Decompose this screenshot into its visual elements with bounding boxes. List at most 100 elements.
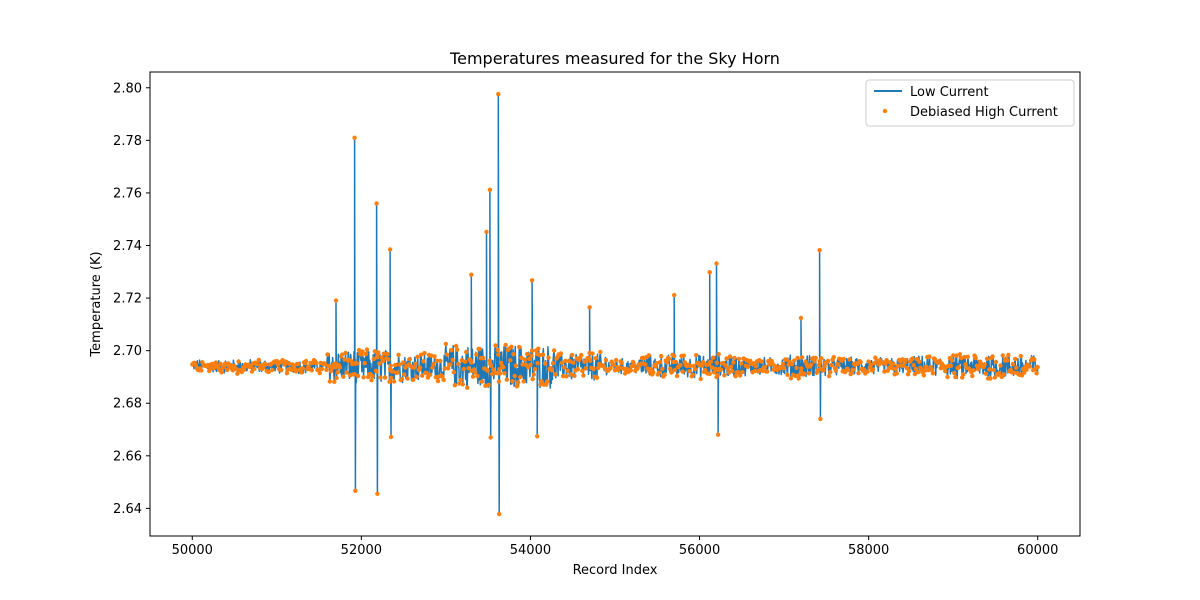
debiased-high-current-point: [736, 356, 742, 362]
debiased-high-current-point: [527, 356, 532, 362]
debiased-high-current-point: [529, 353, 534, 358]
x-tick-label: 50000: [172, 543, 213, 558]
debiased-high-current-point: [613, 357, 619, 363]
debiased-high-current-point: [575, 367, 580, 372]
debiased-high-current-point: [451, 370, 456, 375]
debiased-high-current-point: [393, 362, 398, 368]
debiased-high-current-point: [664, 360, 670, 365]
debiased-high-current-point: [391, 379, 397, 384]
debiased-high-current-point: [356, 348, 362, 353]
debiased-high-current-point: [795, 355, 800, 361]
debiased-high-current-point: [314, 360, 319, 366]
debiased-high-current-point: [709, 365, 715, 370]
debiased-high-current-point: [329, 366, 335, 371]
debiased-high-current-point: [497, 371, 503, 376]
debiased-high-current-point: [491, 367, 496, 372]
debiased-high-current-point: [828, 369, 833, 375]
debiased-high-current-point: [921, 373, 927, 378]
debiased-high-current-point: [907, 368, 912, 374]
debiased-high-current-point: [971, 368, 976, 373]
debiased-high-current-point: [590, 351, 595, 356]
debiased-high-current-point: [572, 373, 577, 379]
debiased-high-current-point: [539, 379, 544, 384]
debiased-high-current-point: [387, 379, 392, 384]
debiased-high-current-point: [563, 358, 568, 364]
debiased-high-current-point: [565, 368, 570, 373]
debiased-high-current-point: [372, 349, 378, 354]
debiased-high-current-point: [796, 376, 801, 381]
debiased-high-current-point: [817, 248, 822, 253]
debiased-high-current-point: [518, 374, 523, 380]
debiased-high-current-point: [668, 366, 673, 371]
debiased-high-current-point: [370, 373, 375, 379]
plot-frame: [149, 71, 1081, 537]
debiased-high-current-point: [961, 372, 966, 377]
debiased-high-current-point: [379, 355, 384, 360]
debiased-high-current-point: [718, 367, 724, 372]
debiased-high-current-point: [666, 356, 672, 361]
debiased-high-current-point: [399, 376, 405, 382]
debiased-high-current-point: [493, 343, 498, 348]
debiased-high-current-point: [901, 363, 906, 369]
debiased-high-current-point: [513, 363, 518, 368]
debiased-high-current-point: [438, 358, 443, 364]
debiased-high-current-point: [362, 361, 367, 366]
debiased-high-current-point: [580, 368, 585, 374]
debiased-high-current-point: [352, 372, 357, 377]
debiased-high-current-point: [1034, 371, 1039, 376]
debiased-high-current-point: [495, 347, 500, 353]
debiased-high-current-point: [829, 362, 834, 368]
debiased-high-current-point: [657, 360, 663, 365]
debiased-high-current-point: [957, 352, 963, 357]
debiased-high-current-point: [1005, 358, 1010, 363]
debiased-high-current-point: [255, 361, 260, 367]
debiased-high-current-point: [364, 347, 370, 352]
debiased-high-current-point: [487, 187, 493, 192]
debiased-high-current-point: [332, 379, 337, 384]
debiased-high-current-point: [822, 364, 827, 369]
debiased-high-current-point: [903, 357, 908, 363]
debiased-high-current-point: [235, 371, 240, 376]
debiased-high-current-point: [714, 261, 719, 266]
debiased-high-current-point: [452, 383, 458, 388]
debiased-high-current-point: [450, 357, 455, 363]
debiased-high-current-point: [475, 373, 480, 379]
debiased-high-current-point: [234, 366, 239, 372]
debiased-high-current-point: [421, 359, 426, 364]
debiased-high-current-point: [361, 375, 366, 380]
debiased-high-current-point: [487, 358, 493, 363]
debiased-high-current-point: [669, 370, 674, 375]
debiased-high-current-point: [571, 360, 576, 365]
debiased-high-current-point: [923, 364, 929, 369]
debiased-high-current-point: [900, 357, 905, 362]
y-tick-label: 2.68: [113, 397, 142, 412]
debiased-high-current-point: [953, 374, 958, 380]
debiased-high-current-point: [730, 368, 735, 374]
debiased-high-current-point: [850, 367, 856, 372]
debiased-high-current-point: [836, 362, 841, 367]
debiased-high-current-point: [894, 371, 899, 376]
debiased-high-current-point: [542, 361, 548, 366]
debiased-high-current-point: [732, 355, 737, 361]
chart-title: Temperatures measured for the Sky Horn: [449, 49, 780, 68]
debiased-high-current-point: [293, 369, 299, 374]
debiased-high-current-point: [376, 350, 381, 355]
debiased-high-current-point: [865, 369, 870, 374]
debiased-high-current-point: [236, 359, 241, 364]
debiased-high-current-point: [205, 362, 211, 368]
debiased-high-current-point: [397, 362, 402, 367]
legend-box: [865, 79, 1075, 127]
debiased-high-current-point: [819, 356, 824, 361]
debiased-high-current-point: [856, 370, 861, 376]
debiased-high-current-point: [520, 362, 525, 367]
debiased-high-current-point: [612, 368, 618, 373]
debiased-high-current-point: [374, 201, 379, 206]
debiased-high-current-point: [344, 370, 349, 375]
debiased-high-current-point: [973, 355, 978, 361]
debiased-high-current-point: [388, 434, 394, 440]
debiased-high-current-point: [517, 344, 522, 350]
debiased-high-current-point: [674, 373, 680, 379]
debiased-high-current-point: [545, 379, 550, 384]
debiased-high-current-point: [984, 356, 990, 361]
